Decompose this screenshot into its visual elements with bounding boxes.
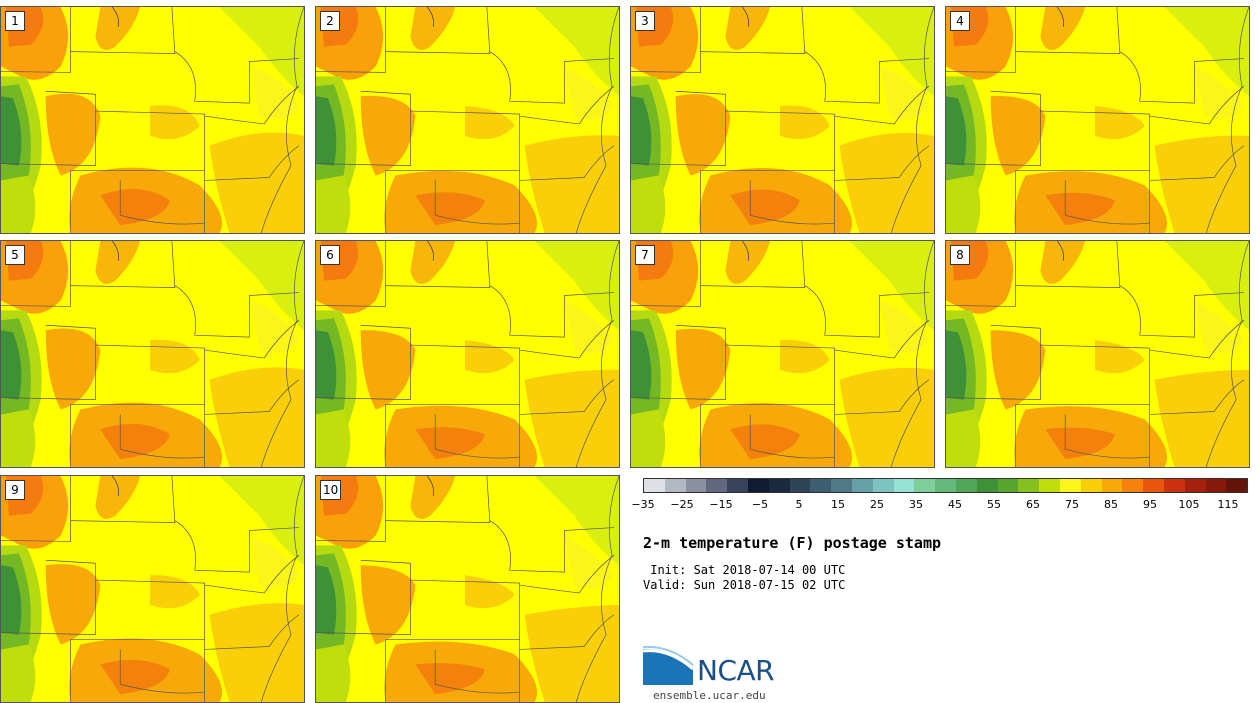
member-number-label: 8 (950, 245, 970, 265)
temperature-map (631, 7, 934, 233)
colorbar-swatch (914, 479, 936, 492)
member-panel: 6 (315, 240, 620, 468)
colorbar-tick: −5 (751, 498, 769, 511)
member-number-label: 3 (635, 11, 655, 31)
colorbar-tick-labels: −35 −25 −15 −5 5 15 25 35 45 55 65 75 85 95 105 115 (631, 498, 1248, 512)
temperature-map (1, 241, 304, 467)
temperature-colorbar (643, 478, 1248, 493)
colorbar-swatch (1039, 479, 1060, 492)
colorbar-swatch (997, 479, 1019, 492)
colorbar-swatch (1143, 479, 1164, 492)
colorbar-tick: −35 (631, 498, 655, 511)
ncar-logo-icon (643, 645, 694, 685)
member-panel: 9 (0, 475, 305, 703)
temperature-map (1, 476, 304, 702)
colorbar-swatch (1018, 479, 1040, 492)
colorbar-swatch (893, 479, 915, 492)
colorbar-swatch (644, 479, 665, 492)
temperature-map (316, 476, 619, 702)
colorbar-tick: 5 (795, 498, 803, 511)
member-number-label: 4 (950, 11, 970, 31)
colorbar-tick: −25 (670, 498, 694, 511)
temperature-map (946, 241, 1249, 467)
member-panel: 5 (0, 240, 305, 468)
member-panel: 4 (945, 6, 1250, 234)
member-panel: 10 (315, 475, 620, 703)
temperature-map (316, 241, 619, 467)
colorbar-tick: 105 (1178, 498, 1200, 511)
logo-wordmark: NCAR (697, 654, 775, 687)
colorbar-tick: −15 (709, 498, 733, 511)
member-number-label: 7 (635, 245, 655, 265)
member-panel: 8 (945, 240, 1250, 468)
colorbar-tick: 65 (1026, 498, 1040, 511)
colorbar-swatch (851, 479, 873, 492)
member-number-label: 6 (320, 245, 340, 265)
colorbar-swatch (1080, 479, 1102, 492)
colorbar-swatch (1101, 479, 1123, 492)
colorbar-swatch (1226, 479, 1248, 492)
colorbar-swatch (872, 479, 894, 492)
member-number-label: 10 (320, 480, 342, 500)
member-panel: 7 (630, 240, 935, 468)
colorbar-tick: 25 (870, 498, 884, 511)
member-number-label: 1 (5, 11, 25, 31)
colorbar-swatch (955, 479, 977, 492)
colorbar-swatch (935, 479, 956, 492)
member-number-label: 9 (5, 480, 25, 500)
colorbar-swatch (685, 479, 707, 492)
colorbar-swatch (768, 479, 790, 492)
member-panel: 2 (315, 6, 620, 234)
colorbar-swatch (664, 479, 686, 492)
product-title: 2-m temperature (F) postage stamp (643, 534, 942, 552)
colorbar-tick: 115 (1217, 498, 1239, 511)
colorbar-swatch (1122, 479, 1144, 492)
colorbar-swatch (976, 479, 998, 492)
colorbar-swatch (1184, 479, 1206, 492)
member-panel: 1 (0, 6, 305, 234)
colorbar-swatch (789, 479, 811, 492)
logo-url: ensemble.ucar.edu (653, 689, 766, 702)
colorbar-tick: 35 (909, 498, 923, 511)
colorbar-swatch (810, 479, 832, 492)
colorbar-swatch (747, 479, 769, 492)
colorbar-swatch (1059, 479, 1081, 492)
colorbar-swatch (1163, 479, 1185, 492)
temperature-map (946, 7, 1249, 233)
colorbar-swatch (831, 479, 852, 492)
member-number-label: 2 (320, 11, 340, 31)
member-panel: 3 (630, 6, 935, 234)
colorbar-tick: 15 (831, 498, 845, 511)
temperature-map (1, 7, 304, 233)
valid-time: Valid: Sun 2018-07-15 02 UTC (643, 578, 846, 592)
colorbar-tick: 75 (1065, 498, 1079, 511)
colorbar-swatch (727, 479, 748, 492)
member-number-label: 5 (5, 245, 25, 265)
temperature-map (316, 7, 619, 233)
colorbar-tick: 45 (948, 498, 962, 511)
init-time: Init: Sat 2018-07-14 00 UTC (643, 563, 846, 577)
colorbar-swatch (1205, 479, 1227, 492)
temperature-map (631, 241, 934, 467)
colorbar-swatch (706, 479, 728, 492)
colorbar-tick: 55 (987, 498, 1001, 511)
colorbar-tick: 85 (1104, 498, 1118, 511)
colorbar-tick: 95 (1143, 498, 1157, 511)
